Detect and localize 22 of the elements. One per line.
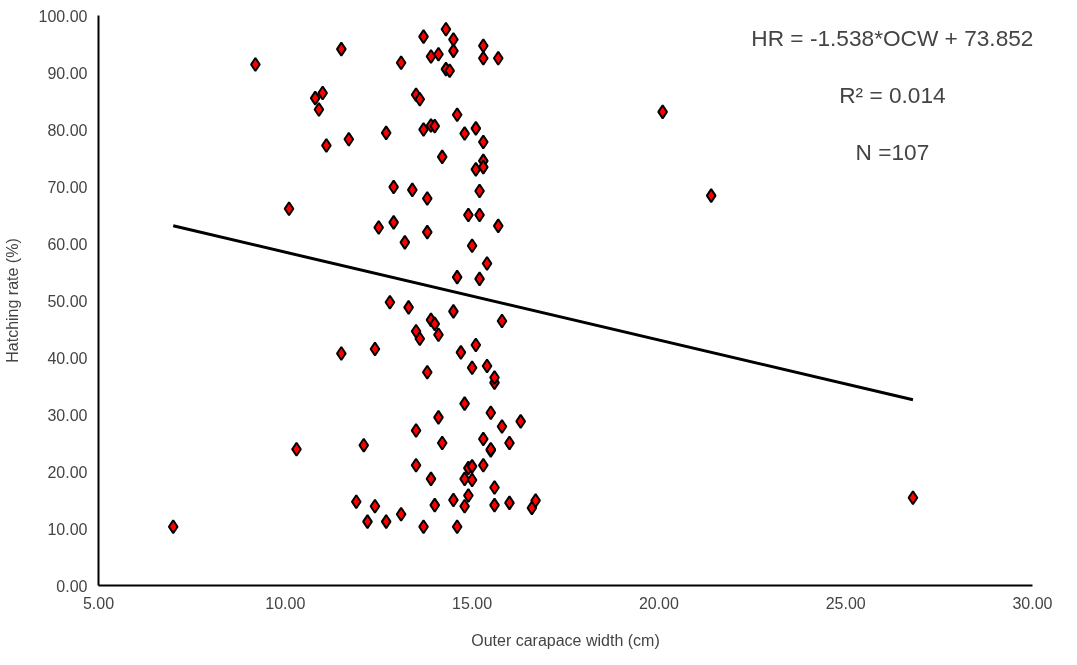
x-tick-label: 20.00 bbox=[638, 594, 680, 612]
y-tick-label: 50.00 bbox=[47, 292, 88, 310]
y-tick-label: 80.00 bbox=[47, 121, 88, 139]
x-tick-label: 10.00 bbox=[265, 594, 306, 612]
y-tick-label: 20.00 bbox=[47, 463, 88, 481]
x-tick-label: 25.00 bbox=[825, 594, 866, 612]
y-axis-title: Hatching rate (%) bbox=[3, 238, 21, 363]
annotation: HR = -1.538*OCW + 73.852 bbox=[751, 25, 1034, 52]
y-tick-label: 60.00 bbox=[47, 235, 88, 253]
x-tick-label: 15.00 bbox=[452, 594, 493, 612]
y-tick-label: 70.00 bbox=[47, 178, 88, 196]
y-tick-label: 100.00 bbox=[38, 7, 88, 25]
y-tick-label: 10.00 bbox=[47, 520, 88, 538]
y-tick-label: 40.00 bbox=[47, 349, 88, 367]
x-tick-label: 30.00 bbox=[1012, 594, 1053, 612]
y-tick-label: 30.00 bbox=[47, 406, 88, 424]
y-tick-label: 0.00 bbox=[56, 577, 88, 595]
y-tick-label: 90.00 bbox=[47, 64, 88, 82]
annotation: R² = 0.014 bbox=[839, 82, 946, 109]
x-axis-title: Outer carapace width (cm) bbox=[471, 631, 660, 649]
x-tick-label: 5.00 bbox=[82, 594, 115, 612]
annotation: N =107 bbox=[855, 139, 930, 166]
